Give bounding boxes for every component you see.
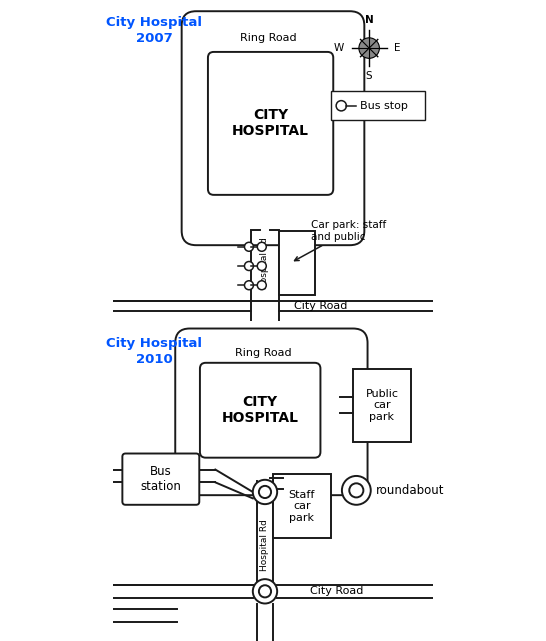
Circle shape	[349, 483, 364, 497]
Circle shape	[245, 281, 253, 290]
Text: City Road: City Road	[294, 301, 348, 312]
Text: E: E	[394, 43, 401, 53]
Text: S: S	[366, 71, 372, 81]
Circle shape	[257, 281, 266, 290]
Bar	[353, 369, 411, 442]
FancyBboxPatch shape	[200, 363, 321, 458]
Text: Hospital Rd: Hospital Rd	[260, 519, 270, 570]
Text: Car park: staff
and public: Car park: staff and public	[294, 220, 387, 261]
Circle shape	[245, 262, 253, 271]
Text: CITY
HOSPITAL: CITY HOSPITAL	[232, 108, 309, 138]
Circle shape	[359, 38, 379, 58]
Text: Hospital Rd: Hospital Rd	[260, 237, 270, 288]
Text: City Hospital
2007: City Hospital 2007	[106, 16, 203, 45]
Circle shape	[257, 242, 266, 251]
Text: Ring Road: Ring Road	[235, 347, 292, 358]
Bar	[280, 231, 314, 295]
FancyBboxPatch shape	[122, 454, 199, 505]
Bar	[273, 474, 331, 538]
Circle shape	[257, 262, 266, 271]
FancyBboxPatch shape	[208, 52, 333, 195]
Text: Public
car
park: Public car park	[365, 389, 399, 422]
Text: CITY
HOSPITAL: CITY HOSPITAL	[222, 395, 299, 426]
Text: W: W	[334, 43, 344, 53]
FancyBboxPatch shape	[182, 11, 364, 245]
Text: roundabout: roundabout	[376, 484, 444, 497]
Circle shape	[259, 486, 271, 498]
Text: Ring Road: Ring Road	[240, 33, 296, 43]
Circle shape	[253, 479, 277, 504]
Circle shape	[259, 585, 271, 597]
Circle shape	[245, 242, 253, 251]
Circle shape	[253, 579, 277, 604]
Text: City Road: City Road	[311, 587, 364, 596]
Text: Staff
car
park: Staff car park	[289, 490, 315, 523]
Text: Bus
station: Bus station	[140, 465, 181, 493]
FancyBboxPatch shape	[331, 91, 425, 121]
Text: Bus stop: Bus stop	[360, 101, 408, 111]
Circle shape	[336, 101, 346, 111]
Circle shape	[342, 476, 371, 505]
FancyBboxPatch shape	[175, 328, 367, 495]
Text: City Hospital
2010: City Hospital 2010	[106, 337, 203, 365]
Text: N: N	[365, 15, 373, 25]
